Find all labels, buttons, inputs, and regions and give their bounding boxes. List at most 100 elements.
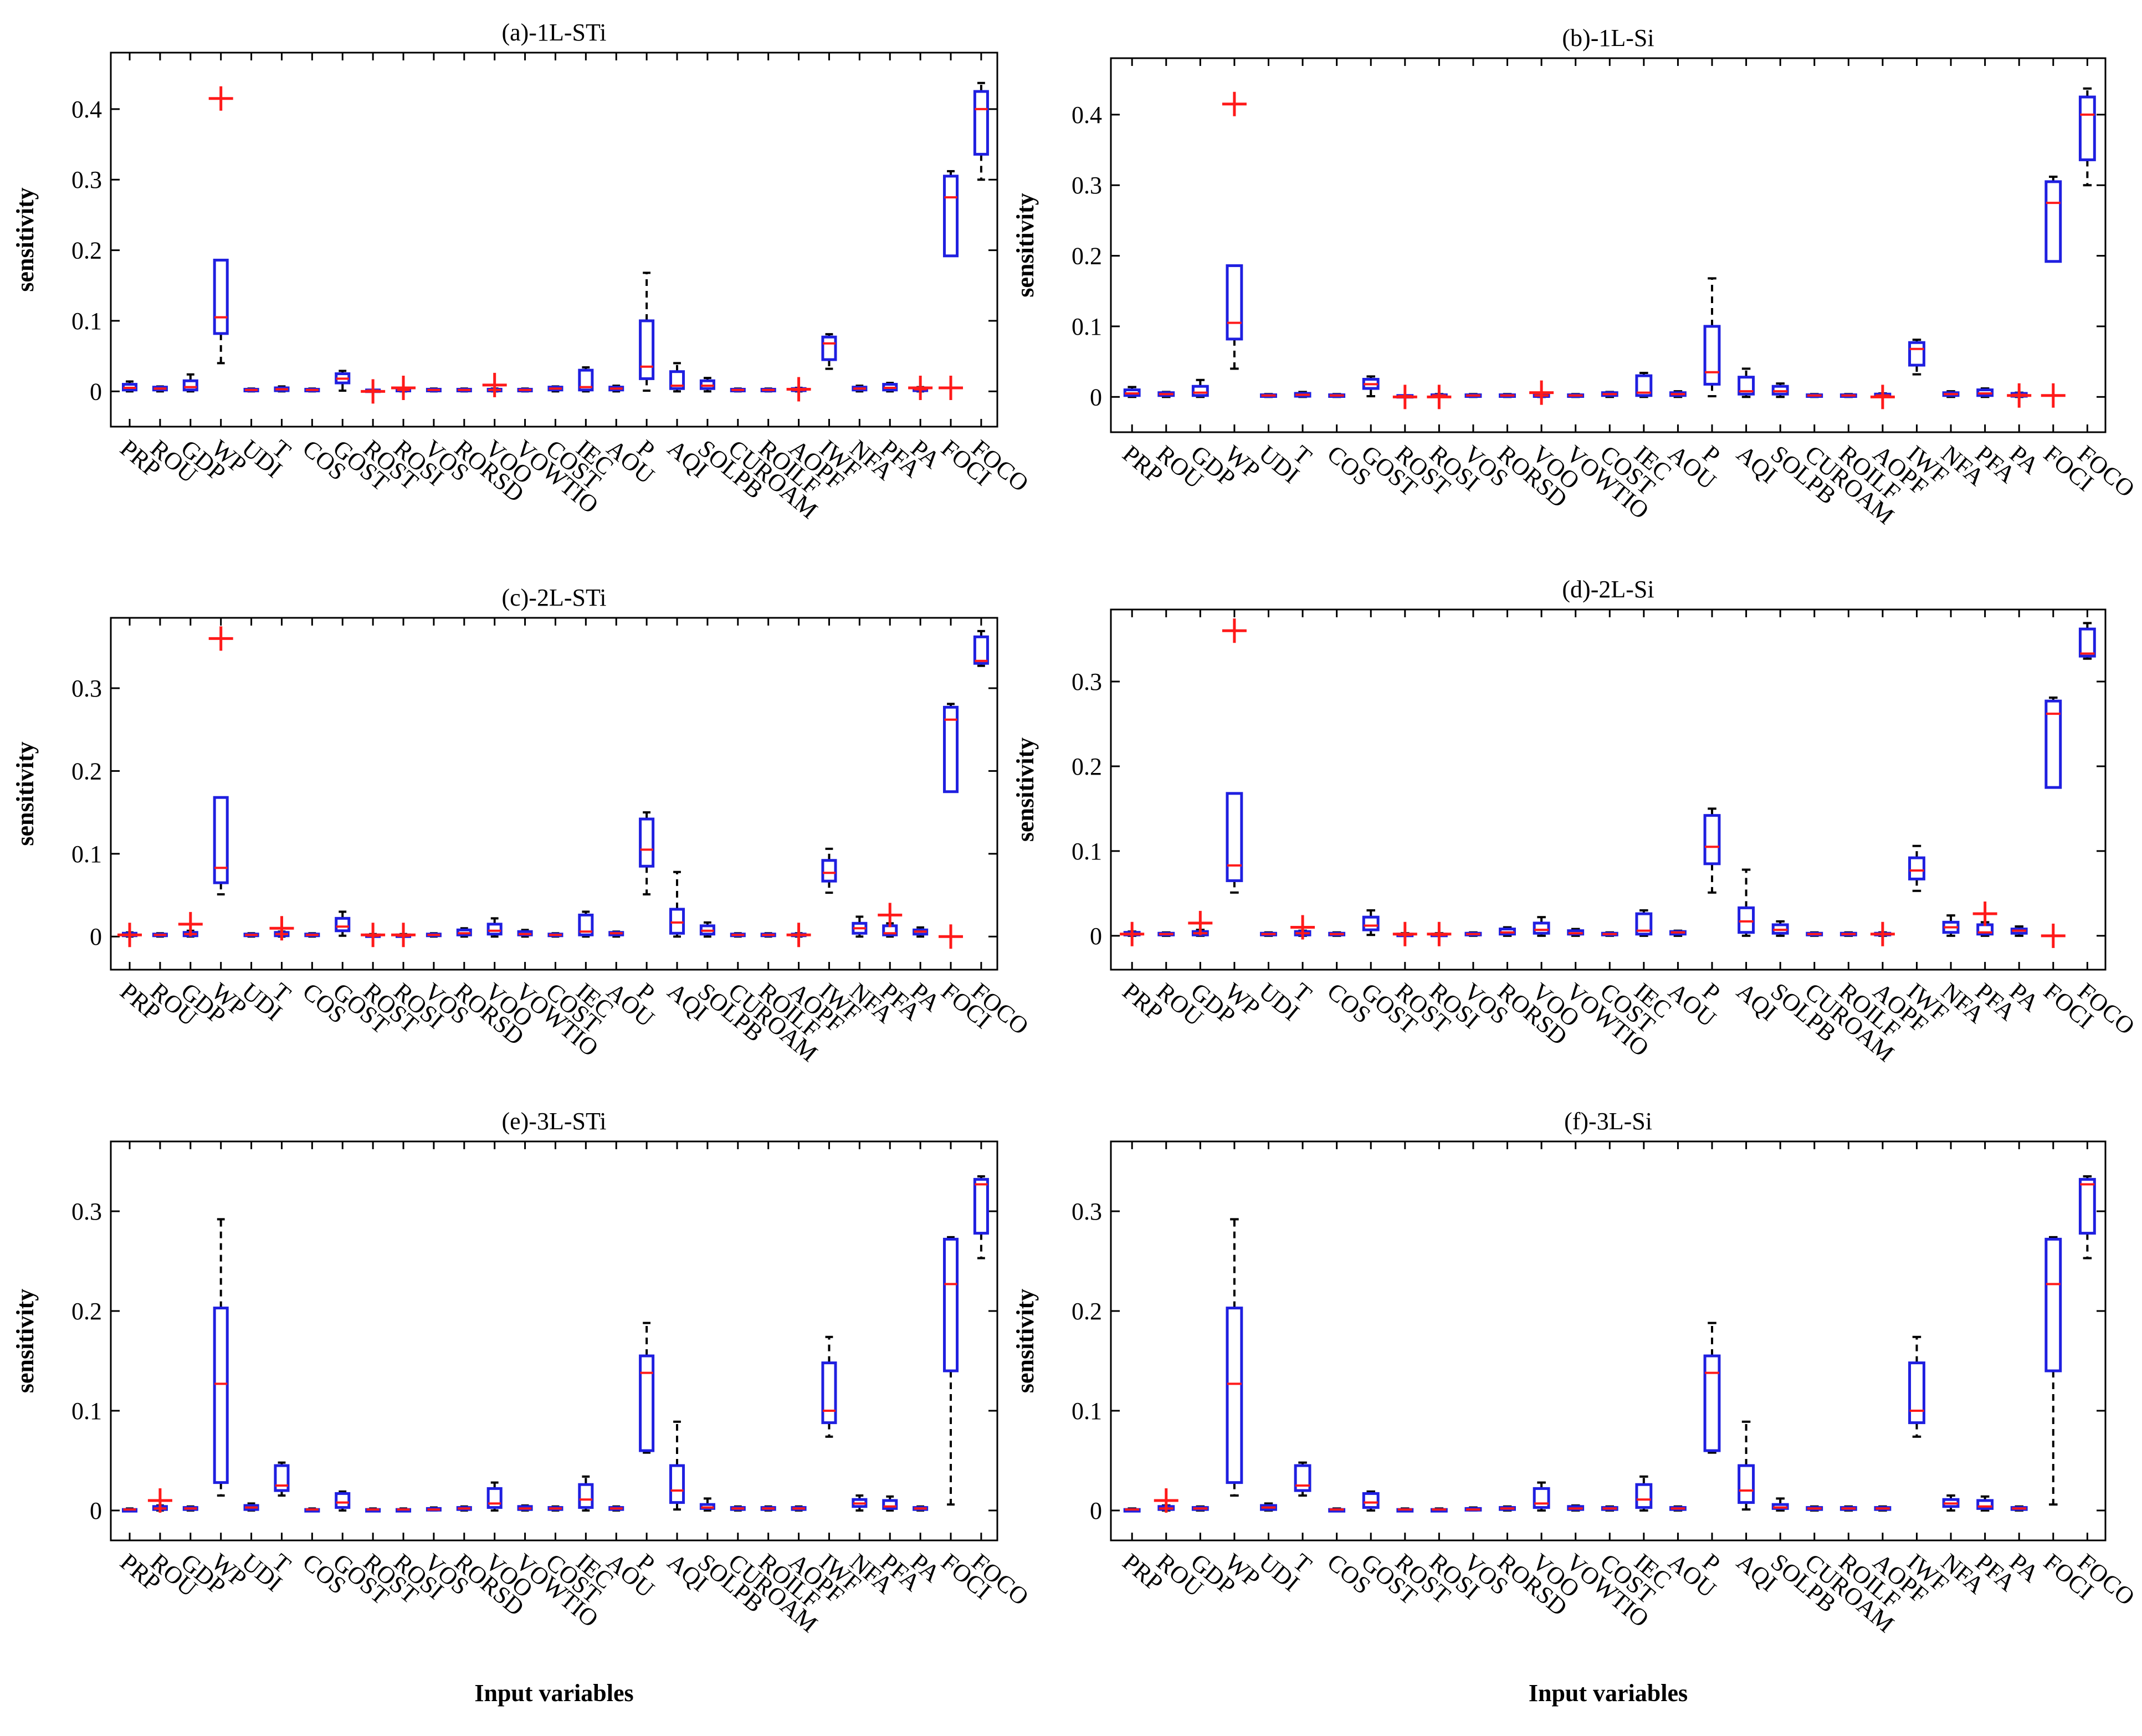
outlier-marker <box>391 923 416 948</box>
box-rect <box>213 1307 229 1484</box>
y-tick-label: 0.2 <box>1072 753 1102 780</box>
plot-frame <box>110 1140 998 1542</box>
outlier-marker <box>147 1488 172 1513</box>
y-tick-label: 0.2 <box>1072 1298 1102 1325</box>
box-cos: COS <box>1322 1141 1376 1600</box>
box-prp: PRP <box>1118 610 1168 1026</box>
box-wp: WP <box>1219 58 1265 484</box>
outlier-marker <box>2007 383 2032 408</box>
box-rect <box>2078 1177 2096 1235</box>
box-rorsd: RORSD <box>1493 58 1572 513</box>
y-tick-label: 0.4 <box>71 96 102 123</box>
box-gdp: GDP <box>176 53 230 487</box>
panel-title: (c)-2L-STi <box>501 584 606 611</box>
box-roilf: ROILF <box>1834 610 1905 1043</box>
box-iwf: IWF <box>814 53 866 484</box>
box-nfa: NFA <box>1936 1141 1990 1599</box>
box-gdp: GDP <box>1186 1141 1241 1600</box>
box-rect <box>669 370 685 390</box>
box-rect <box>486 923 503 936</box>
box-cost: COST <box>541 53 606 495</box>
panel-title: (d)-2L-Si <box>1562 576 1654 603</box>
outlier-marker <box>269 916 294 941</box>
box-vos: VOS <box>1459 610 1513 1030</box>
y-tick-label: 0.3 <box>1072 1198 1102 1225</box>
box-aqi: AQI <box>1731 610 1782 1026</box>
box-aqi: AQI <box>663 1141 713 1597</box>
box-aopf: AOPF <box>1868 58 1933 501</box>
box-rect <box>1533 1487 1550 1509</box>
box-iwf: IWF <box>1902 610 1954 1027</box>
box-solpb: SOLPB <box>693 1141 768 1618</box>
outlier-marker <box>1120 921 1145 946</box>
box-rect <box>578 913 594 936</box>
box-gost: GOST <box>1356 610 1422 1039</box>
box-rect <box>1635 912 1653 936</box>
box-solpb: SOLPB <box>1766 610 1841 1047</box>
box-aou: AOU <box>602 53 659 489</box>
box-t: T <box>267 1141 296 1579</box>
box-rect <box>882 1499 898 1510</box>
box-cos: COS <box>1322 610 1376 1029</box>
box-rect <box>669 908 685 935</box>
panel-3: (c)-2L-STi00.10.20.3sensitivityPRPROUGDP… <box>12 584 1034 1067</box>
box-cos: COS <box>1322 58 1376 491</box>
outlier-marker <box>939 375 964 400</box>
outlier-marker <box>2041 923 2066 948</box>
box-iec: IEC <box>1629 58 1677 486</box>
box-rou: ROU <box>145 1141 202 1602</box>
box-rect <box>1738 1464 1755 1504</box>
box-rect <box>182 379 198 392</box>
box-pa: PA <box>906 53 945 474</box>
box-rect <box>821 335 837 361</box>
box-aopf: AOPF <box>784 1141 849 1609</box>
box-rosi: ROSI <box>1424 1141 1484 1605</box>
box-rect <box>973 90 989 156</box>
box-p: P <box>1698 1141 1725 1578</box>
box-roilf: ROILF <box>754 53 825 500</box>
y-tick-label: 0.3 <box>71 675 102 702</box>
box-pfa: PFA <box>1970 610 2021 1026</box>
box-rect <box>1635 1483 1653 1509</box>
plot-frame <box>1110 608 2107 971</box>
box-cost: COST <box>1595 1141 1661 1609</box>
box-prp: PRP <box>115 53 166 483</box>
y-tick-label: 0 <box>90 923 102 950</box>
outlier-marker <box>1392 385 1417 409</box>
box-vos: VOS <box>419 1141 474 1600</box>
y-axis-label: sensitivity <box>1012 193 1039 297</box>
y-tick-label: 0.3 <box>1072 172 1102 199</box>
box-aqi: AQI <box>663 618 713 1026</box>
box-roilf: ROILF <box>1834 58 1905 506</box>
box-rect <box>1976 1499 1994 1510</box>
outlier-marker <box>1222 91 1247 116</box>
box-rosi: ROSI <box>389 1141 449 1605</box>
box-gdp: GDP <box>176 1141 230 1600</box>
box-rost: ROST <box>1390 58 1456 501</box>
box-rect <box>973 635 989 665</box>
y-axis-label: sensitivity <box>12 741 39 846</box>
box-wp: WP <box>206 53 252 479</box>
box-udi: UDI <box>237 1141 288 1597</box>
box-iec: IEC <box>1629 1141 1677 1594</box>
box-rect <box>942 1237 959 1373</box>
box-t: T <box>1288 1141 1317 1579</box>
box-rect <box>1191 385 1209 397</box>
box-voo: VOO <box>480 1141 538 1603</box>
outlier-marker <box>786 923 811 948</box>
panel-title: (a)-1L-STi <box>501 19 606 46</box>
box-pfa: PFA <box>875 53 926 483</box>
outlier-marker <box>1290 915 1315 940</box>
box-wp: WP <box>206 618 252 1022</box>
box-vos: VOS <box>419 53 474 487</box>
outlier-marker <box>482 372 507 397</box>
y-tick-label: 0.1 <box>71 308 102 335</box>
box-wp: WP <box>1219 1141 1265 1592</box>
box-aopf: AOPF <box>784 618 849 1038</box>
outlier-marker <box>1427 921 1452 946</box>
box-rost: ROST <box>1390 610 1456 1038</box>
box-rect <box>578 1483 594 1509</box>
box-rect <box>821 1361 837 1425</box>
box-pa: PA <box>2005 58 2044 479</box>
